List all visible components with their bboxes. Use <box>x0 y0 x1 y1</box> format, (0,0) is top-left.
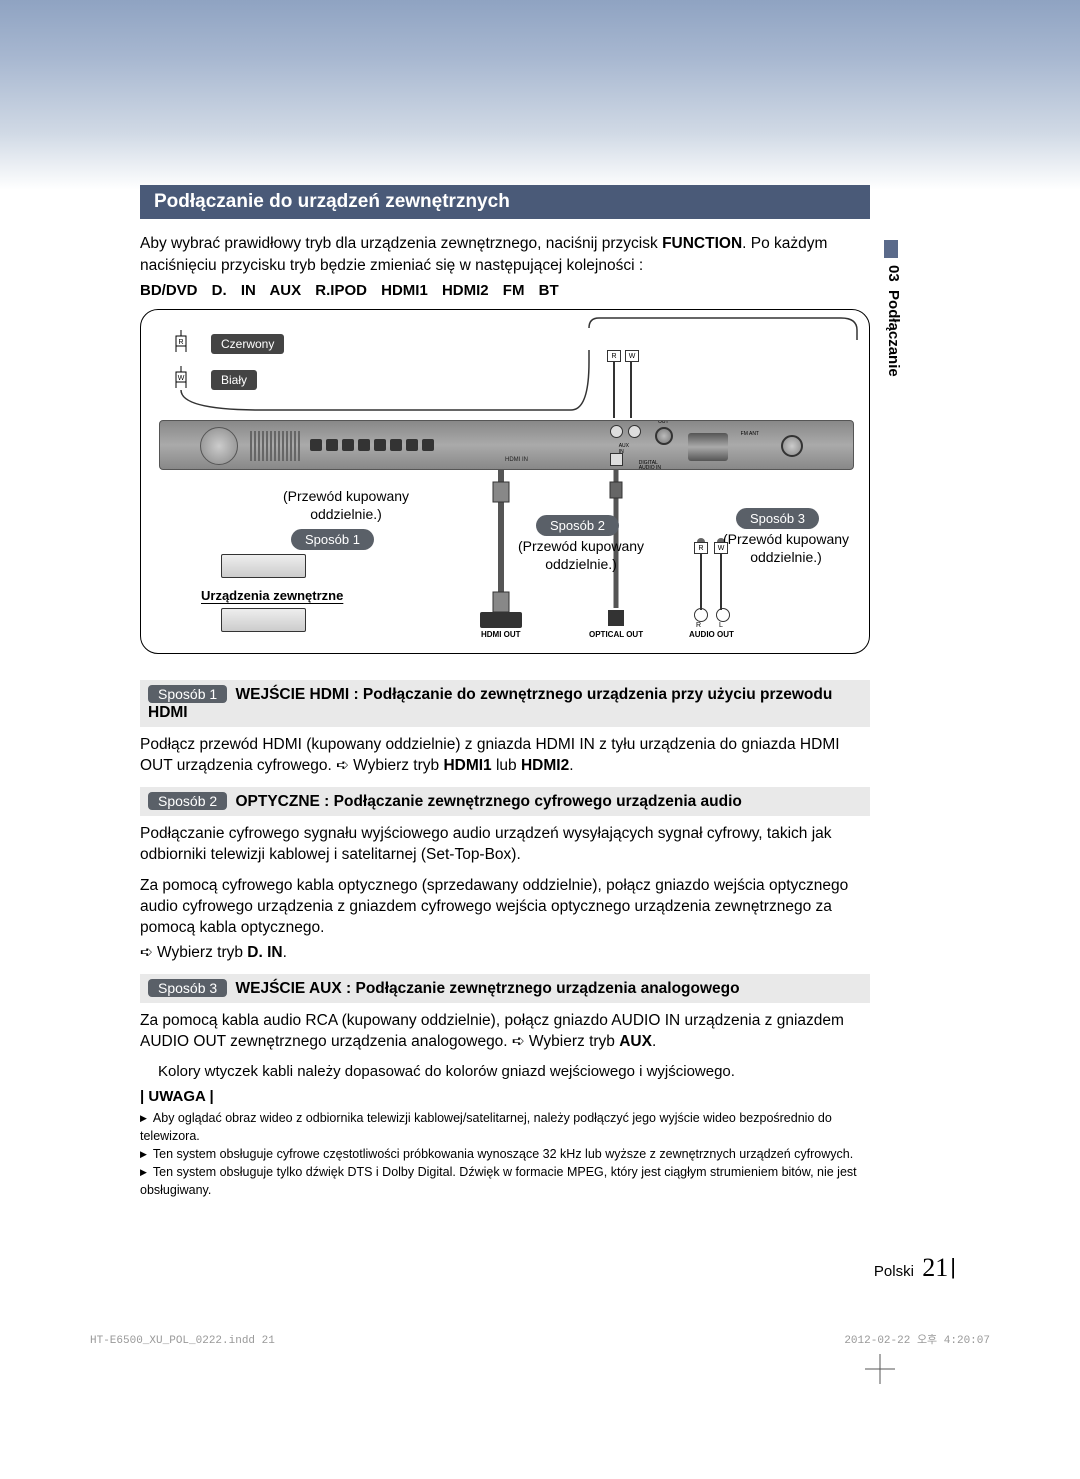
uwaga-note-2: Ten system obsługuje cyfrowe częstotliwo… <box>140 1145 870 1163</box>
m1-body-b-pre: Wybierz tryb <box>353 757 443 774</box>
m1-mid: lub <box>492 757 521 774</box>
intro-text: Aby wybrać prawidłowy tryb dla urządzeni… <box>140 233 870 276</box>
jack-r-mid: R <box>694 542 708 554</box>
aux-jack-r-icon <box>610 425 623 438</box>
audio-out-r-label: R <box>696 622 701 629</box>
method3-title: WEJŚCIE AUX : Podłączanie zewnętrznego u… <box>231 980 739 997</box>
print-mark-right: 2012-02-22 오후 4:20:07 <box>844 1331 990 1347</box>
m2-p3-pre: Wybierz tryb <box>157 944 247 961</box>
method3-header: Sposób 3 WEJŚCIE AUX : Podłączanie zewnę… <box>140 974 870 1003</box>
section-title: Podłączanie do urządzeń zewnętrznych <box>140 185 870 219</box>
method2-p1: Podłączanie cyfrowego sygnału wyjścioweg… <box>140 824 870 866</box>
audio-out-l-label: L <box>719 622 723 629</box>
arrow-icon <box>336 757 353 774</box>
print-mark-left: HT-E6500_XU_POL_0222.indd 21 <box>90 1335 275 1347</box>
cable-note-2: (Przewód kupowany oddzielnie.) <box>516 538 646 573</box>
audio-out-r-icon <box>694 608 708 622</box>
method3-color-note: Kolory wtyczek kabli należy dopasować do… <box>158 1063 870 1080</box>
rca-plug-white-icon: W <box>166 366 196 388</box>
uwaga-label: UWAGA <box>140 1088 870 1105</box>
fm-ant-label: FM ANT <box>741 431 759 437</box>
method2-title: OPTYCZNE : Podłączanie zewnętrznego cyfr… <box>231 793 742 810</box>
audio-out-l-icon <box>716 608 730 622</box>
optical-out-label: OPTICAL OUT <box>589 630 643 639</box>
m1-end: . <box>569 757 573 774</box>
m2-p3-end: . <box>283 944 287 961</box>
method1-header-pill: Sposób 1 <box>148 685 227 703</box>
side-marker <box>884 240 898 258</box>
footer-bar: | <box>950 1254 956 1279</box>
optical-out-port-icon <box>608 610 624 626</box>
jack-w-mid: W <box>714 542 728 554</box>
side-chapter-num: 03 <box>885 265 902 282</box>
header-gradient <box>0 0 1080 190</box>
color-label-white: Biały <box>211 370 257 390</box>
m3-arrow-pre: Wybierz tryb <box>529 1033 619 1050</box>
hdmi-in-label: HDMI IN <box>505 457 528 463</box>
method2-p3: Wybierz tryb D. IN. <box>140 943 870 964</box>
side-chapter-name: Podłączanie <box>885 290 902 377</box>
rca-plug-red-icon: R <box>166 330 196 352</box>
method2-header: Sposób 2 OPTYCZNE : Podłączanie zewnętrz… <box>140 787 870 816</box>
cable-note-1: (Przewód kupowany oddzielnie.) <box>271 488 421 523</box>
plug-w-label: W <box>178 375 185 382</box>
fm-jack-icon <box>781 435 803 457</box>
method1-title: WEJŚCIE HDMI : Podłączanie do zewnętrzne… <box>148 686 832 721</box>
m3-aux: AUX <box>619 1033 652 1050</box>
arrow-icon <box>140 944 157 961</box>
method2-pill: Sposób 2 <box>536 515 619 536</box>
m1-hdmi1: HDMI1 <box>443 757 491 774</box>
intro-pre: Aby wybrać prawidłowy tryb dla urządzeni… <box>140 235 662 252</box>
page-footer: Polski 21| <box>874 1253 956 1283</box>
method3-header-pill: Sposób 3 <box>148 979 227 997</box>
hdmi-out-port-icon <box>480 612 522 628</box>
side-chapter-label: 03 Podłączanie <box>885 265 902 377</box>
vent-grid-icon <box>250 431 300 461</box>
video-out-label: VIDEO OUT <box>655 420 671 425</box>
m1-hdmi2: HDMI2 <box>521 757 569 774</box>
jack-r-top: R <box>607 350 621 362</box>
method2-header-pill: Sposób 2 <box>148 792 227 810</box>
aux-jack-w-icon <box>628 425 641 438</box>
intro-modes: BD/DVD D. IN AUX R.IPOD HDMI1 HDMI2 FM B… <box>140 280 870 301</box>
uwaga-notes: Aby oglądać obraz wideo z odbiornika tel… <box>140 1109 870 1200</box>
ext-devices-label: Urządzenia zewnętrzne <box>201 588 343 603</box>
video-coax-icon <box>655 427 673 445</box>
method3-pill: Sposób 3 <box>736 508 819 529</box>
m3-end: . <box>652 1033 656 1050</box>
fan-icon <box>200 427 238 465</box>
crop-mark-icon <box>865 1354 895 1384</box>
method3-p1: Za pomocą kabla audio RCA (kupowany oddz… <box>140 1011 870 1053</box>
digital-audio-in-label: DIGITAL AUDIO IN <box>639 461 661 470</box>
intro-block: Aby wybrać prawidłowy tryb dla urządzeni… <box>140 233 870 301</box>
barrel-connector-icon <box>688 433 728 461</box>
misc-ports-icon <box>310 439 510 457</box>
optical-jack-icon <box>610 453 623 466</box>
plug-r-label: R <box>178 339 183 346</box>
footer-lang: Polski <box>874 1263 914 1280</box>
m3-p1-pre: Za pomocą kabla audio RCA (kupowany oddz… <box>140 1012 844 1050</box>
device-rear-panel-icon: HDMI IN R W AUX IN VIDEO OUT DIGITAL AUD… <box>159 420 854 470</box>
connection-diagram: R Czerwony W Biały <box>140 309 870 654</box>
m2-din: D. IN <box>247 944 282 961</box>
cable-note-3: (Przewód kupowany oddzielnie.) <box>721 531 851 566</box>
method1-header: Sposób 1 WEJŚCIE HDMI : Podłączanie do z… <box>140 680 870 727</box>
uwaga-note-1: Aby oglądać obraz wideo z odbiornika tel… <box>140 1109 870 1145</box>
color-label-red: Czerwony <box>211 334 284 354</box>
uwaga-note-3: Ten system obsługuje tylko dźwięk DTS i … <box>140 1163 870 1199</box>
hdmi-out-label: HDMI OUT <box>481 630 521 639</box>
footer-page-num: 21 <box>922 1253 948 1282</box>
audio-out-label: AUDIO OUT <box>689 630 734 639</box>
ext-device-2-icon <box>221 608 306 632</box>
intro-function-word: FUNCTION <box>662 235 742 252</box>
method1-body: Podłącz przewód HDMI (kupowany oddzielni… <box>140 735 870 777</box>
ext-device-1-icon <box>221 554 306 578</box>
jack-w-top: W <box>625 350 639 362</box>
arrow-icon <box>512 1033 529 1050</box>
method1-pill: Sposób 1 <box>291 529 374 550</box>
method2-p2: Za pomocą cyfrowego kabla optycznego (sp… <box>140 876 870 939</box>
